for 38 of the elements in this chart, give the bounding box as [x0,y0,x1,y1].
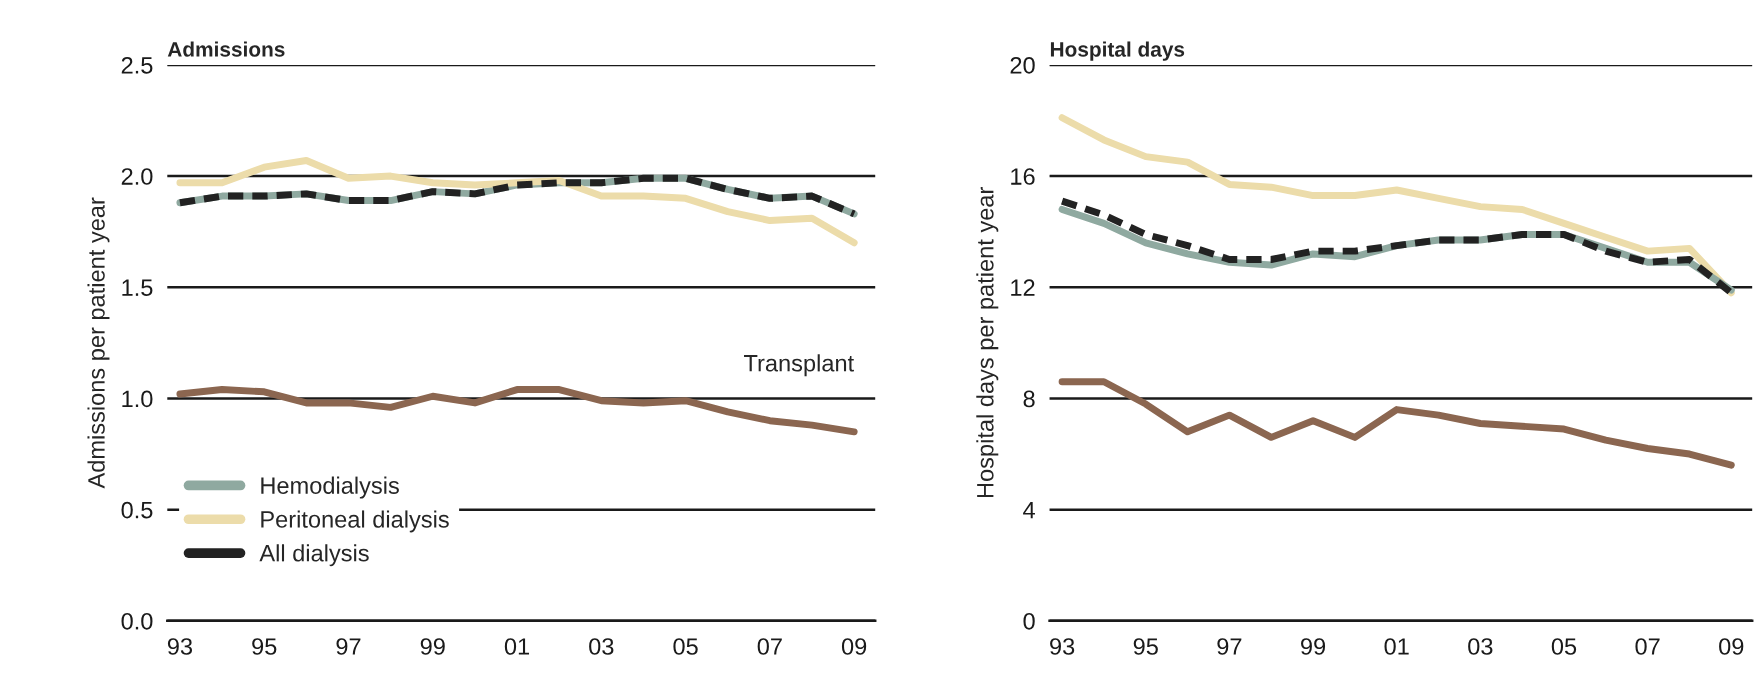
y-tick-label: 12 [1011,279,1035,296]
x-tick-label: 95 [1133,638,1158,655]
x-tick-label: 95 [252,638,277,655]
x-tick-label: 93 [167,638,193,655]
legend-label: All dialysis [259,544,369,567]
x-tick-label: 99 [1301,638,1326,655]
x-tick-label: 01 [504,638,530,655]
y-tick-label: 8 [1023,390,1035,408]
x-tick-label: 07 [757,638,782,655]
x-tick-label: 93 [1050,638,1075,655]
y-axis-title: Admissions per patient year [87,197,110,489]
x-tick-label: 05 [673,638,698,655]
legend-label: Peritoneal dialysis [261,510,449,533]
x-tick-label: 99 [420,638,445,655]
x-tick-label: 05 [1551,638,1577,655]
x-tick-label: 03 [589,638,614,655]
chart-title: Admissions [167,41,285,57]
chart-title: Hospital days [1050,41,1185,61]
y-tick-label: 0 [1023,612,1035,630]
y-tick-label: 2.0 [121,168,153,185]
y-tick-label: 0.0 [121,612,153,630]
x-tick-label: 09 [841,638,867,655]
y-tick-label: 1.5 [122,279,153,297]
y-tick-label: 16 [1011,168,1035,185]
x-tick-label: 07 [1635,638,1660,655]
x-tick-label: 09 [1719,638,1744,655]
y-tick-label: 0.5 [121,501,153,519]
y-tick-label: 2.5 [121,56,153,74]
legend-label: Hemodialysis [261,476,399,499]
x-tick-label: 97 [1217,638,1242,655]
annotation: Transplant [744,354,854,377]
x-tick-label: 97 [336,638,361,655]
y-tick-label: 20 [1010,56,1035,74]
y-axis-title: Hospital days per patient year [976,187,999,498]
x-tick-label: 01 [1384,638,1409,655]
y-tick-label: 4 [1023,501,1035,519]
y-tick-label: 1.0 [122,390,153,408]
x-tick-label: 03 [1468,638,1493,655]
